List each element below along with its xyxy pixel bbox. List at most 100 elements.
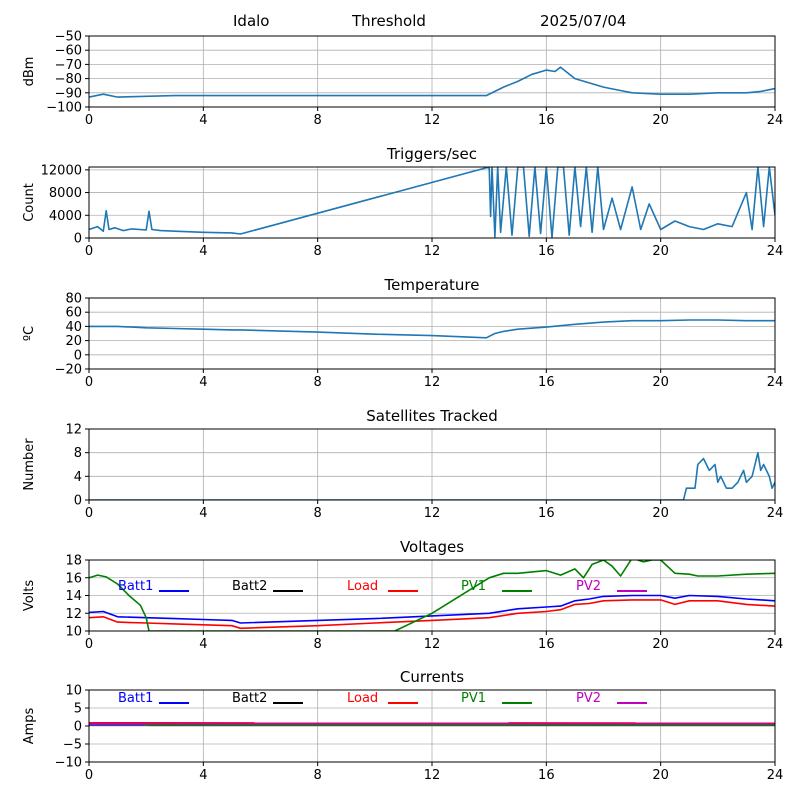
x-tick-label: 4 (199, 768, 207, 783)
y-tick-label: −100 (46, 101, 82, 116)
y-tick-label: −90 (55, 86, 82, 101)
x-tick-label: 12 (424, 244, 441, 259)
series-line-threshold (89, 66, 775, 98)
x-tick-label: 24 (767, 637, 784, 652)
legend-label-pv2: PV2 (576, 691, 601, 706)
x-tick-label: 12 (424, 506, 441, 521)
legend-label-load: Load (347, 691, 378, 706)
y-tick-label: 0 (74, 348, 82, 363)
y-tick-label: 20 (65, 334, 82, 349)
chart-title: Triggers/sec (386, 145, 477, 163)
header-date: 2025/07/04 (540, 12, 627, 30)
x-tick-label: 8 (314, 244, 322, 259)
x-tick-label: 8 (314, 637, 322, 652)
x-tick-label: 0 (85, 768, 93, 783)
x-tick-label: 20 (652, 113, 669, 128)
x-tick-label: 20 (652, 244, 669, 259)
y-tick-label: 10 (65, 625, 82, 640)
x-tick-label: 4 (199, 637, 207, 652)
y-tick-label: 18 (65, 554, 82, 569)
y-tick-label: −80 (55, 72, 82, 87)
y-tick-label: 60 (65, 306, 82, 321)
y-tick-label: 0 (74, 494, 82, 509)
y-tick-label: 12000 (41, 163, 82, 178)
x-tick-label: 0 (85, 113, 93, 128)
y-tick-label: 4000 (49, 209, 82, 224)
legend-label-batt1: Batt1 (118, 579, 153, 594)
x-tick-label: 20 (652, 637, 669, 652)
x-tick-label: 0 (85, 637, 93, 652)
legend-label-batt2: Batt2 (232, 691, 267, 706)
x-tick-label: 16 (538, 506, 555, 521)
y-tick-label: 80 (65, 292, 82, 307)
series-line-pv1 (89, 560, 775, 631)
y-axis-label: Number (22, 438, 37, 491)
x-tick-label: 8 (314, 113, 322, 128)
x-tick-label: 20 (652, 506, 669, 521)
chart-title: Currents (400, 668, 464, 686)
x-tick-label: 4 (199, 244, 207, 259)
x-tick-label: 16 (538, 113, 555, 128)
y-tick-label: −10 (55, 756, 82, 771)
y-tick-label: −5 (63, 738, 82, 753)
series-line-load (89, 599, 775, 630)
x-tick-label: 24 (767, 244, 784, 259)
y-tick-label: 12 (65, 607, 82, 622)
x-tick-label: 16 (538, 768, 555, 783)
y-tick-label: −50 (55, 30, 82, 45)
header-mode: Threshold (352, 12, 426, 30)
legend-label-batt2: Batt2 (232, 579, 267, 594)
legend-label-batt1: Batt1 (118, 691, 153, 706)
x-tick-label: 4 (199, 375, 207, 390)
y-axis-label: Count (22, 183, 37, 222)
x-tick-label: 12 (424, 375, 441, 390)
x-tick-label: 4 (199, 506, 207, 521)
x-tick-label: 16 (538, 244, 555, 259)
y-tick-label: 5 (74, 702, 82, 717)
x-tick-label: 12 (424, 768, 441, 783)
y-axis-label: Volts (22, 580, 37, 612)
y-tick-label: 0 (74, 232, 82, 247)
y-tick-label: −70 (55, 58, 82, 73)
chart-voltages: 0 4 8 12 16 20 24 10 12 14 16 18 Voltages Volts Batt1 B… (22, 538, 783, 652)
x-tick-label: 4 (199, 113, 207, 128)
header-station: Idalo (233, 12, 270, 30)
y-tick-label: −60 (55, 44, 82, 59)
legend-label-pv2: PV2 (576, 579, 601, 594)
x-tick-label: 24 (767, 375, 784, 390)
y-tick-label: 16 (65, 571, 82, 586)
y-tick-label: 40 (65, 320, 82, 335)
x-tick-label: 0 (85, 375, 93, 390)
x-tick-label: 8 (314, 506, 322, 521)
x-tick-label: 20 (652, 768, 669, 783)
y-tick-label: 8000 (49, 186, 82, 201)
chart-title: Voltages (400, 538, 464, 556)
series-line-triggers (89, 167, 775, 238)
x-tick-label: 16 (538, 637, 555, 652)
x-tick-label: 24 (767, 113, 784, 128)
y-tick-label: 12 (65, 423, 82, 438)
series-line-temperature (89, 319, 775, 339)
x-tick-label: 24 (767, 506, 784, 521)
x-tick-label: 16 (538, 375, 555, 390)
legend-label-load: Load (347, 579, 378, 594)
x-tick-label: 20 (652, 375, 669, 390)
y-axis-label: dBm (22, 57, 37, 87)
chart-title: Temperature (383, 276, 479, 294)
y-axis-label: ºC (22, 326, 37, 341)
y-tick-label: 10 (65, 684, 82, 699)
x-tick-label: 12 (424, 637, 441, 652)
x-tick-label: 8 (314, 375, 322, 390)
y-tick-label: −20 (55, 363, 82, 378)
series-line-batt1 (89, 594, 775, 624)
y-tick-label: 14 (65, 589, 82, 604)
y-tick-label: 0 (74, 720, 82, 735)
x-tick-label: 0 (85, 506, 93, 521)
x-tick-label: 0 (85, 244, 93, 259)
chart-threshold: 0 4 8 12 16 20 24 −100−90−80−70−60−50 dBm (22, 30, 783, 129)
x-tick-label: 24 (767, 768, 784, 783)
x-tick-label: 12 (424, 113, 441, 128)
x-tick-label: 8 (314, 768, 322, 783)
legend-label-pv1: PV1 (461, 579, 486, 594)
